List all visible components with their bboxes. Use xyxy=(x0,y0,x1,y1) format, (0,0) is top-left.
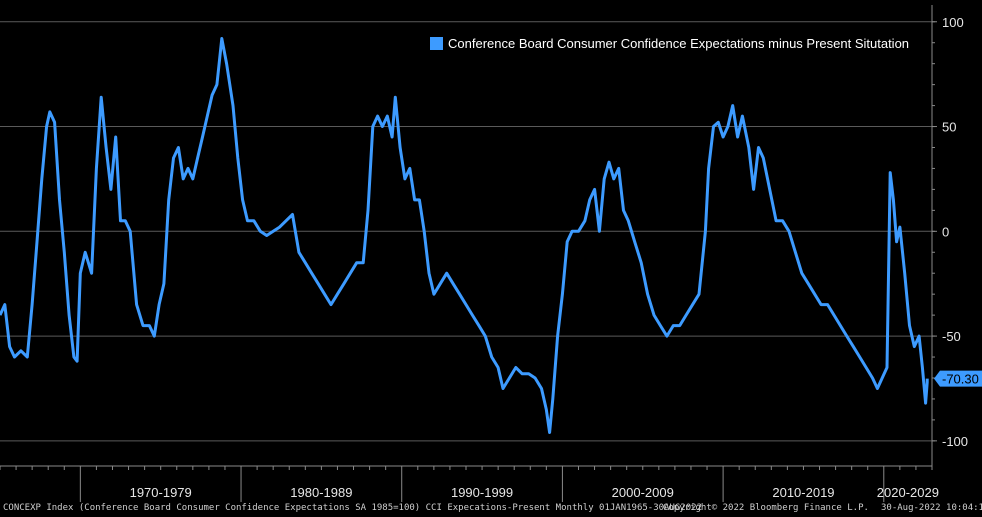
y-tick-label: -50 xyxy=(942,329,961,344)
last-value-marker: -70.30 xyxy=(934,370,982,387)
y-tick-label: 0 xyxy=(942,224,949,239)
legend-background xyxy=(426,30,924,58)
x-tick-label: 2020-2029 xyxy=(877,485,939,500)
x-tick-label: 2000-2009 xyxy=(612,485,674,500)
x-axis: 1970-1979 1980-1989 1990-1999 2000-2009 2010… xyxy=(0,465,939,502)
y-axis: 100 50 0 -50 -100 xyxy=(931,5,968,466)
last-value-label: -70.30 xyxy=(942,372,979,387)
legend-swatch xyxy=(430,37,443,50)
chart: 100 50 0 -50 -100 1970-1979 1980-1989 1990-199… xyxy=(0,5,982,502)
last-value-badge xyxy=(934,370,982,387)
gridlines xyxy=(0,21,932,442)
y-tick-label: 100 xyxy=(942,15,964,30)
legend-label: Conference Board Consumer Confidence Exp… xyxy=(448,36,909,51)
x-tick-label: 1970-1979 xyxy=(130,485,192,500)
series-line xyxy=(0,37,929,434)
x-tick-label: 1990-1999 xyxy=(451,485,513,500)
x-tick-label: 1980-1989 xyxy=(290,485,352,500)
legend: Conference Board Consumer Confidence Exp… xyxy=(426,30,924,58)
footer-copyright: Copyright© 2022 Bloomberg Finance L.P. xyxy=(663,503,869,513)
x-tick-label: 2010-2019 xyxy=(772,485,834,500)
footer-source: CONCEXP Index (Conference Board Consumer… xyxy=(3,503,702,513)
footer-timestamp: 30-Aug-2022 10:04:12 xyxy=(881,503,982,513)
series-layer xyxy=(0,37,929,434)
y-tick-label: -100 xyxy=(942,434,968,449)
y-tick-label: 50 xyxy=(942,120,956,135)
footer: CONCEXP Index (Conference Board Consumer… xyxy=(0,502,982,517)
